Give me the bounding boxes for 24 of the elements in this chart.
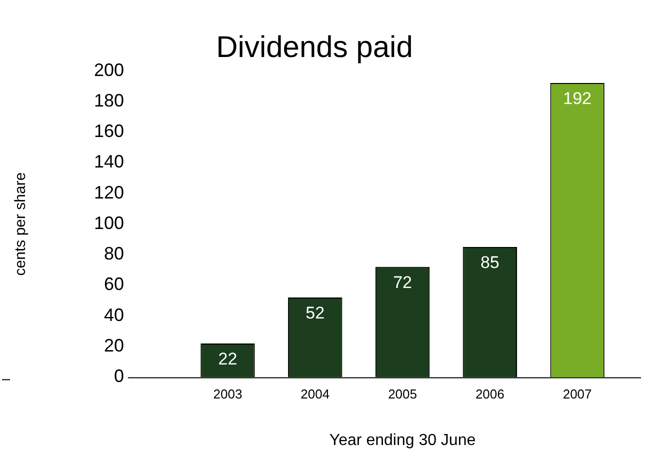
y-tick-label: 120 — [94, 182, 124, 202]
x-tick-label: 2003 — [213, 386, 242, 402]
y-tick-label: 40 — [104, 304, 124, 325]
data-label: 22 — [218, 350, 238, 369]
y-tick-label: 200 — [94, 60, 124, 80]
y-tick-label: 80 — [104, 244, 124, 264]
y-tick-label: 100 — [94, 212, 124, 233]
y-tick-label: 140 — [94, 152, 124, 172]
data-label: 52 — [306, 304, 325, 323]
data-label: 192 — [563, 89, 592, 108]
y-axis-title: cents per share — [12, 172, 30, 276]
y-tick-label: 0 — [114, 366, 124, 386]
x-tick-label: 2007 — [562, 386, 592, 402]
y-tick-label: 20 — [104, 336, 124, 356]
x-tick-label: 2005 — [388, 386, 417, 402]
y-tick-label: 60 — [104, 274, 124, 294]
x-tick-label: 2006 — [475, 386, 504, 402]
x-axis-title: Year ending 30 June — [329, 432, 476, 449]
chart-title: Dividends paid — [216, 31, 413, 64]
x-tick-label: 2004 — [300, 386, 330, 402]
y-tick-label: 180 — [94, 90, 124, 110]
data-label: 85 — [480, 253, 500, 272]
data-label: 72 — [393, 273, 412, 292]
y-tick-label: 160 — [94, 121, 124, 142]
